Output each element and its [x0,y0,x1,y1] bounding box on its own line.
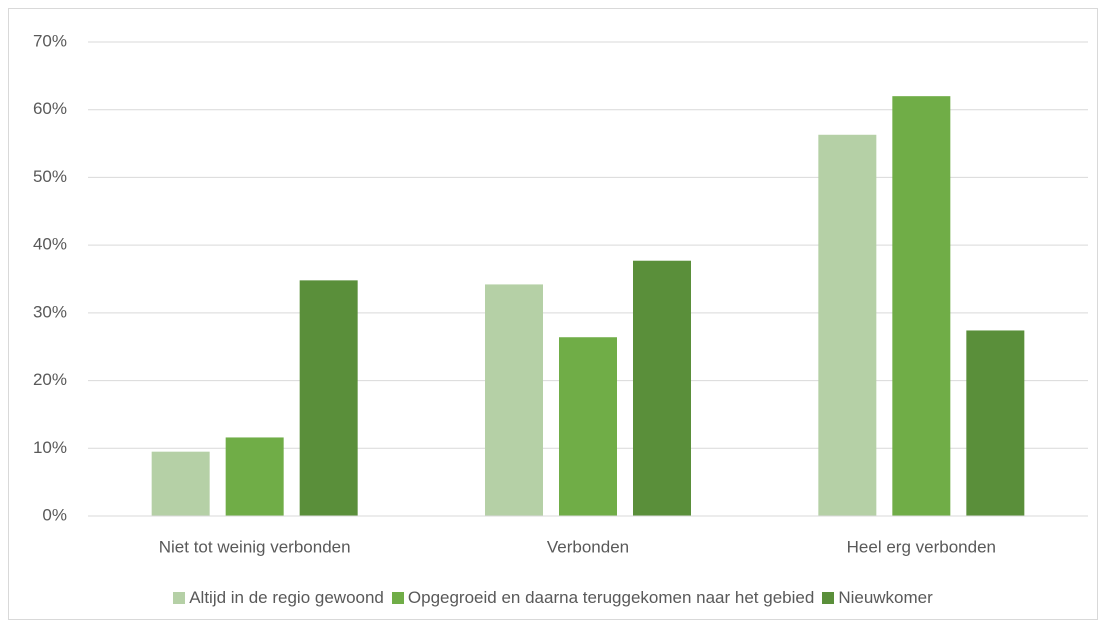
legend-label: Opgegroeid en daarna teruggekomen naar h… [407,588,815,607]
legend: Altijd in de regio gewoond Opgegroeid en … [0,588,1106,608]
bar [633,260,691,516]
y-tick-label: 70% [33,31,67,50]
bar [151,451,210,516]
legend-swatch [173,592,186,604]
x-tick-label: Niet tot weinig verbonden [159,537,351,556]
x-tick-label: Heel erg verbonden [847,537,996,556]
y-tick-label: 20% [33,370,67,389]
y-tick-label: 40% [33,235,67,254]
bar [225,437,284,516]
bar [892,96,951,517]
y-tick-label: 0% [42,505,67,524]
legend-swatch [822,592,835,604]
bar [966,330,1025,516]
bar [485,284,543,516]
legend-item: Opgegroeid en daarna teruggekomen naar h… [391,588,815,608]
bar [559,337,617,516]
legend-item: Nieuwkomer [822,588,933,608]
legend-item: Altijd in de regio gewoond [173,588,384,608]
y-tick-label: 50% [33,167,67,186]
legend-label: Nieuwkomer [838,588,933,607]
y-tick-label: 60% [33,99,67,118]
legend-label: Altijd in de regio gewoond [189,588,384,607]
bar [818,134,877,517]
y-tick-label: 10% [33,438,67,457]
x-tick-label: Verbonden [547,537,629,556]
bar [299,280,358,516]
y-tick-label: 30% [33,302,67,321]
legend-swatch [391,592,404,604]
